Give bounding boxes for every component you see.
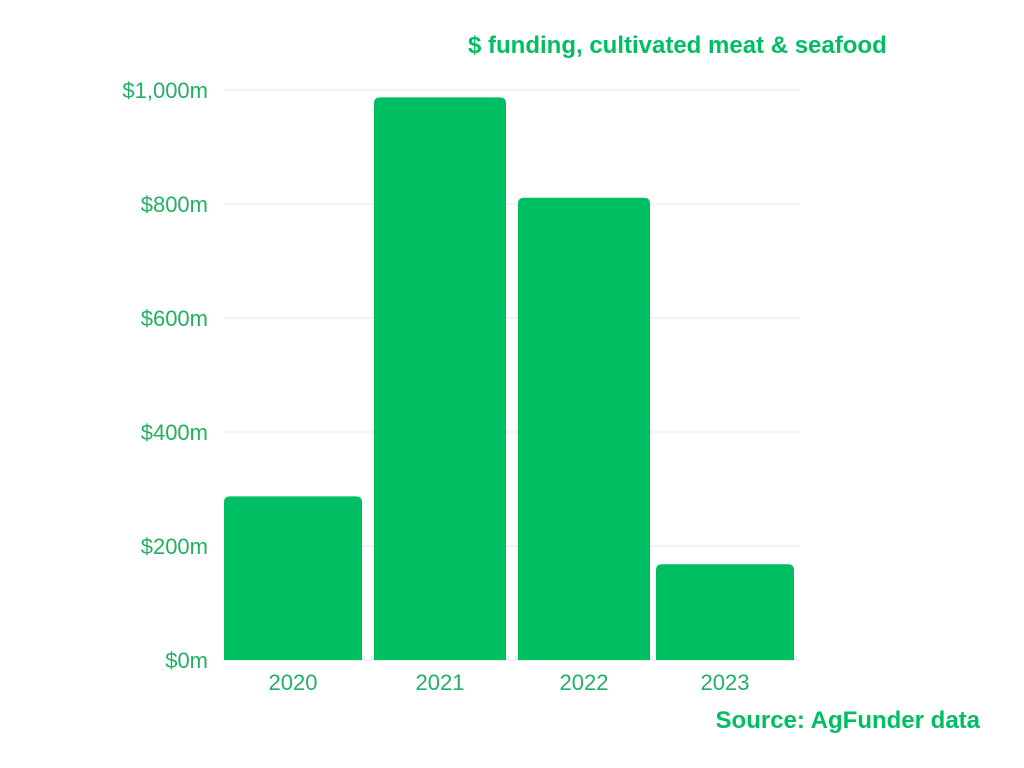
y-tick-label: $1,000m	[122, 78, 208, 103]
bar-2023	[656, 564, 794, 660]
y-tick-label: $0m	[165, 648, 208, 673]
x-axis-ticks: 2020 2021 2022 2023	[269, 670, 750, 695]
x-tick-label: 2020	[269, 670, 318, 695]
bar-2022	[518, 197, 650, 661]
y-tick-label: $400m	[141, 420, 208, 445]
bars	[224, 97, 794, 661]
y-axis-ticks: $0m $200m $400m $600m $800m $1,000m	[122, 78, 208, 673]
chart-title: $ funding, cultivated meat & seafood	[468, 32, 887, 59]
bar-2020	[224, 496, 362, 660]
x-tick-label: 2023	[701, 670, 750, 695]
x-tick-label: 2022	[560, 670, 609, 695]
y-tick-label: $600m	[141, 306, 208, 331]
x-tick-label: 2021	[416, 670, 465, 695]
y-tick-label: $800m	[141, 192, 208, 217]
source-note: Source: AgFunder data	[715, 707, 980, 734]
y-tick-label: $200m	[141, 534, 208, 559]
bar-2021	[374, 97, 506, 660]
